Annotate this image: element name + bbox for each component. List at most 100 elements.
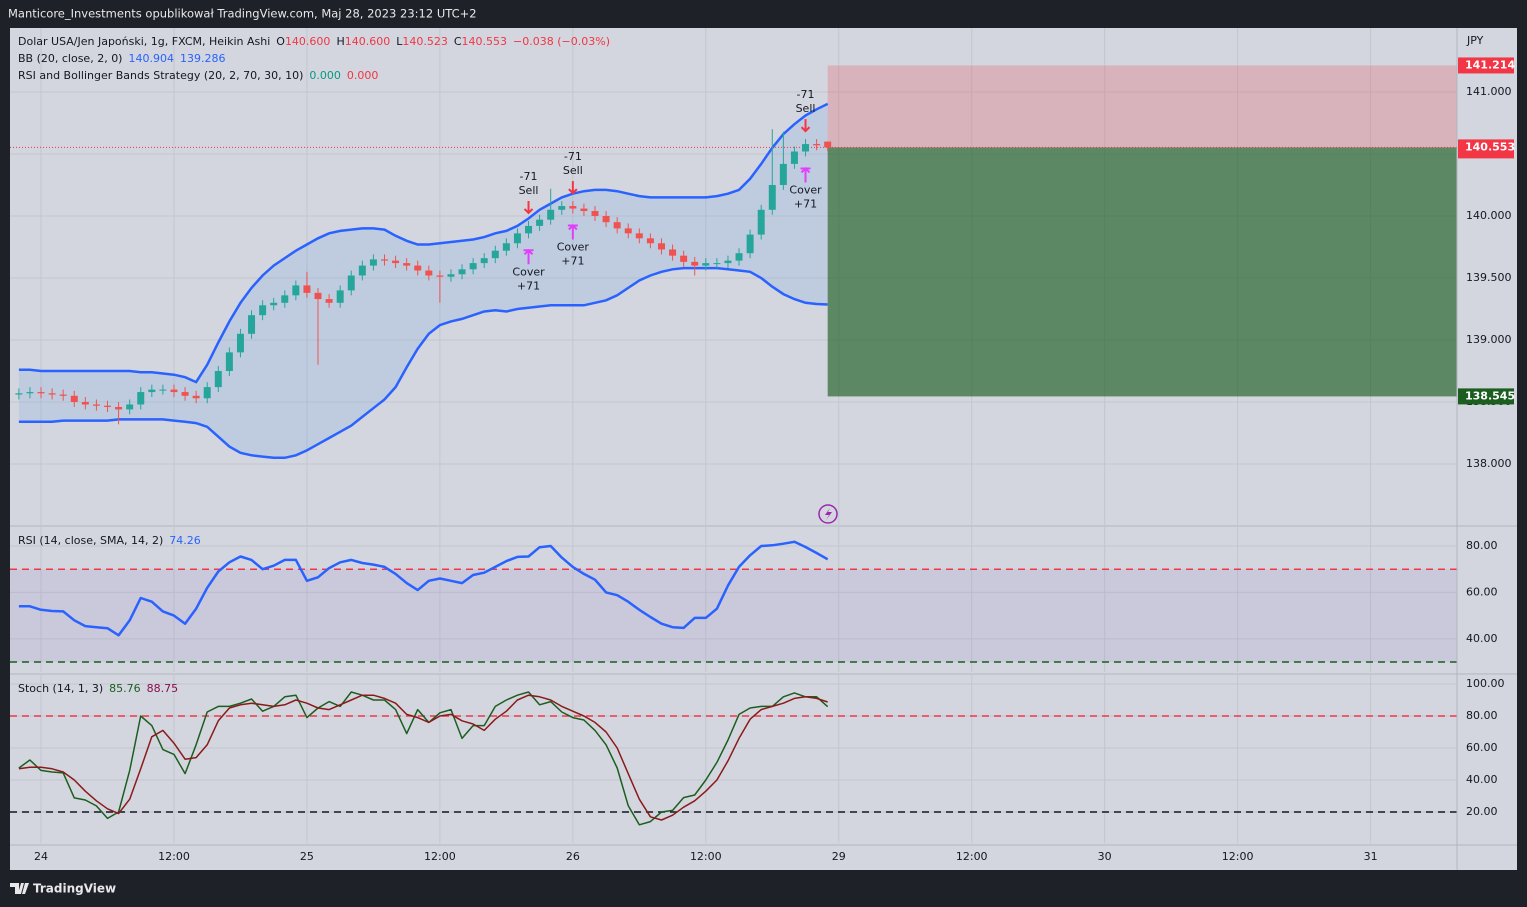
- candle-body: [491, 250, 499, 259]
- y-tick-label: 138.000: [1466, 457, 1512, 470]
- candle-body: [824, 141, 832, 148]
- candle-body: [768, 184, 776, 210]
- sell-qty: -71: [564, 150, 582, 163]
- legend-item: 0.000: [346, 69, 379, 82]
- candle-body: [181, 392, 189, 396]
- price-badge-label: 138.545: [1465, 389, 1515, 402]
- legend-item: C: [453, 35, 462, 48]
- candle-body: [558, 206, 566, 210]
- candle-body: [702, 263, 710, 266]
- x-tick-label: 12:00: [424, 850, 456, 863]
- candle-body: [735, 253, 743, 261]
- y-tick-label: 60.00: [1466, 585, 1498, 598]
- logo-mark[interactable]: [10, 883, 29, 894]
- x-tick-label: 29: [832, 850, 846, 863]
- candle-body: [159, 389, 167, 391]
- x-tick-label: 12:00: [690, 850, 722, 863]
- x-tick-label: 12:00: [1222, 850, 1254, 863]
- candle-body: [624, 228, 632, 234]
- bb-upper: [18, 102, 829, 384]
- legend-row: BB (20, close, 2, 0) 140.904 139.286: [18, 50, 231, 67]
- sell-arrow: [568, 181, 578, 195]
- candle-body: [380, 259, 388, 261]
- sell-arrow: [523, 200, 534, 215]
- indicator-line: [18, 540, 829, 637]
- price-badge: [1458, 388, 1514, 405]
- legend-row: RSI (14, close, SMA, 14, 2) 74.26: [18, 532, 207, 549]
- x-tick-label: 30: [1098, 850, 1112, 863]
- candle-body: [26, 392, 34, 394]
- y-tick-label: 139.500: [1466, 271, 1512, 284]
- alert-circle[interactable]: [818, 504, 838, 524]
- cover-label: Cover: [789, 183, 822, 196]
- alert-bolt[interactable]: [825, 508, 832, 520]
- candle-body: [724, 260, 732, 264]
- legend-item: RSI and Bollinger Bands Strategy (20, 2,…: [18, 69, 304, 82]
- legend-item: BB (20, close, 2, 0): [18, 52, 123, 65]
- candle-body: [59, 394, 67, 396]
- candle-body: [115, 406, 123, 410]
- y-tick-label: 80.00: [1466, 539, 1498, 552]
- candle-body: [92, 404, 100, 406]
- candle-body: [602, 215, 610, 223]
- brand-name[interactable]: TradingView: [33, 882, 116, 896]
- legend-item: Dolar USA/Jen Japoński, 1g, FXCM, Heikin…: [18, 35, 271, 48]
- legend-row: RSI and Bollinger Bands Strategy (20, 2,…: [18, 67, 384, 84]
- indicator-line: [18, 691, 829, 826]
- candle-body: [48, 393, 56, 395]
- legend-item: Stoch (14, 1, 3): [18, 682, 104, 695]
- cover-qty: +71: [561, 255, 584, 268]
- x-tick-label: 25: [300, 850, 314, 863]
- cover-arrow: [800, 167, 811, 183]
- candle-body: [569, 206, 577, 209]
- candle-body: [225, 352, 233, 371]
- candle-body: [746, 234, 754, 254]
- legend-item: 88.75: [146, 682, 179, 695]
- band-fill: [18, 103, 828, 458]
- candle-body: [469, 263, 477, 270]
- cover-label: Cover: [512, 265, 545, 278]
- candle-body: [192, 395, 200, 399]
- candle-body: [336, 290, 344, 303]
- band-fill: [10, 569, 1457, 663]
- candle-body: [392, 260, 400, 264]
- candle-body: [757, 209, 765, 235]
- candle-body: [669, 249, 677, 256]
- candle-body: [259, 305, 267, 316]
- legend-item: −0.038 (−0.03%): [513, 35, 610, 48]
- bb-lower: [18, 266, 828, 460]
- background-layer: [10, 28, 1457, 843]
- cover-qty: +71: [794, 197, 817, 210]
- candle-body: [15, 393, 23, 395]
- candle-body: [170, 389, 178, 393]
- candle-body: [691, 261, 699, 266]
- alert-icon[interactable]: [818, 504, 838, 524]
- candle-body: [657, 243, 665, 250]
- candle-body: [613, 222, 621, 229]
- candle-body: [536, 219, 544, 226]
- sell-label: Sell: [563, 164, 583, 177]
- y-tick-label: 100.00: [1466, 677, 1505, 690]
- candle-body: [502, 243, 510, 251]
- cover-arrow: [523, 248, 534, 265]
- target-zone: [827, 147, 1457, 397]
- sell-qty: -71: [797, 88, 815, 101]
- candle-body: [713, 263, 721, 265]
- legend-item: O: [276, 35, 285, 48]
- currency-label: JPY: [1466, 34, 1484, 47]
- candle-body: [513, 233, 521, 244]
- candle-body: [458, 269, 466, 275]
- overlay-layer: JPY 24 12:00 25 12:00 26 12:00 29 12:00 30 12:00 31…: [34, 34, 1515, 863]
- candle-body: [480, 258, 488, 264]
- candle-body: [369, 259, 377, 266]
- candle-body: [248, 315, 256, 334]
- legend-item: RSI (14, close, SMA, 14, 2): [18, 534, 164, 547]
- sell-label: Sell: [796, 102, 816, 115]
- legend-row: Stoch (14, 1, 3) 85.76 88.75: [18, 680, 184, 697]
- candle-body: [580, 208, 588, 212]
- legend-item: 74.26: [169, 534, 201, 547]
- legend-item: L: [396, 35, 403, 48]
- brand-logo[interactable]: TradingView: [10, 882, 116, 896]
- y-tick-label: 139.000: [1466, 333, 1512, 346]
